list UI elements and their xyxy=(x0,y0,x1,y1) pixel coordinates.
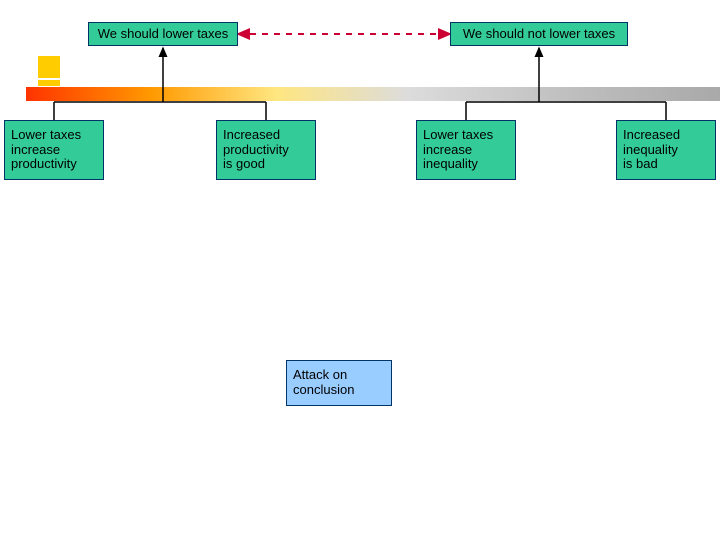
node-label: We should not lower taxes xyxy=(463,27,615,42)
node-label: Increased productivity is good xyxy=(223,128,289,173)
node-attack-conclusion: Attack on conclusion xyxy=(286,360,392,406)
node-label: Attack on conclusion xyxy=(293,368,354,398)
node-premise-productivity: Lower taxes increase productivity xyxy=(4,120,104,180)
node-claim-lower-taxes: We should lower taxes xyxy=(88,22,238,46)
node-label: Lower taxes increase productivity xyxy=(11,128,81,173)
node-label: Increased inequality is bad xyxy=(623,128,680,173)
node-premise-productivity-good: Increased productivity is good xyxy=(216,120,316,180)
node-label: Lower taxes increase inequality xyxy=(423,128,493,173)
edges-layer xyxy=(0,0,720,540)
decor-yellow-1 xyxy=(38,56,60,78)
node-label: We should lower taxes xyxy=(98,27,229,42)
decor-gradient-bar xyxy=(26,87,720,101)
decor-yellow-2 xyxy=(38,80,60,86)
node-claim-not-lower-taxes: We should not lower taxes xyxy=(450,22,628,46)
node-premise-inequality: Lower taxes increase inequality xyxy=(416,120,516,180)
node-premise-inequality-bad: Increased inequality is bad xyxy=(616,120,716,180)
diagram-stage: We should lower taxes We should not lowe… xyxy=(0,0,720,540)
